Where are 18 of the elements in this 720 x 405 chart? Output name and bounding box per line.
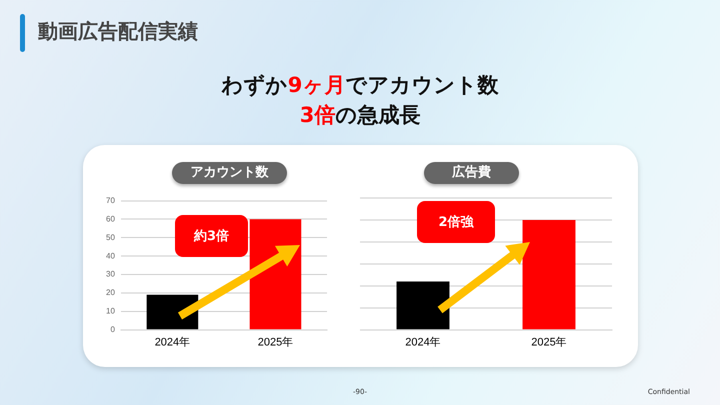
text: 動画広告配信実績 xyxy=(38,18,198,45)
y-tick-label: 60 xyxy=(106,214,116,224)
y-tick-label: 70 xyxy=(106,196,116,206)
callout-box: 2倍強 xyxy=(417,201,495,243)
text: わずか9ヶ月でアカウント数 3倍の急成長 xyxy=(220,72,500,129)
y-tick-label: 40 xyxy=(106,251,116,260)
y-tick-label: 0 xyxy=(110,325,116,334)
y-tick-label: 30 xyxy=(106,270,116,279)
x-tick-label: 2024年 xyxy=(405,336,441,348)
x-tick-label: 2024年 xyxy=(154,336,190,348)
chart-title: 広告費 xyxy=(424,162,519,184)
y-tick-label: 50 xyxy=(106,232,116,242)
y-tick-label: 20 xyxy=(106,288,116,298)
chart-title: アカウント数 xyxy=(172,162,287,184)
y-tick-label: 10 xyxy=(106,306,116,316)
x-tick-label: 2025年 xyxy=(531,336,567,348)
x-tick-label: 2025年 xyxy=(258,336,294,348)
callout-box: 約3倍 xyxy=(175,215,248,257)
